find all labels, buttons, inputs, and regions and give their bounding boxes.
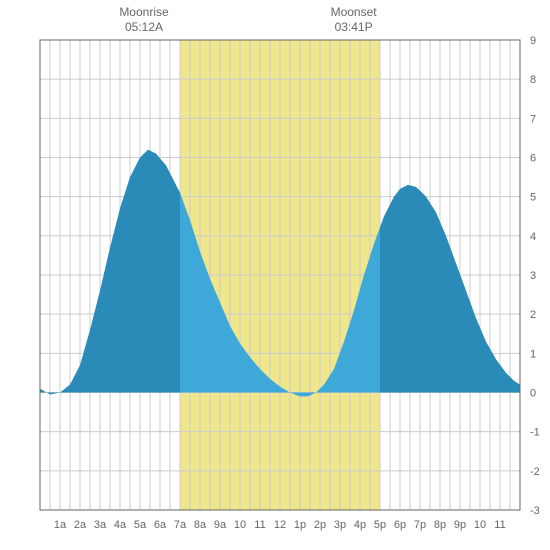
- y-tick-label: 8: [530, 74, 536, 86]
- x-tick-label: 10: [474, 519, 486, 531]
- x-tick-label: 9p: [454, 519, 466, 531]
- x-tick-label: 8p: [434, 519, 446, 531]
- moonrise-label: Moonrise: [119, 5, 169, 19]
- x-tick-label: 10: [234, 519, 246, 531]
- x-tick-label: 8a: [194, 519, 207, 531]
- y-tick-label: 7: [530, 113, 536, 125]
- x-tick-label: 9a: [214, 519, 227, 531]
- x-tick-label: 5p: [374, 519, 386, 531]
- x-tick-label: 6a: [154, 519, 167, 531]
- y-tick-label: 2: [530, 309, 536, 321]
- x-tick-label: 4p: [354, 519, 366, 531]
- x-tick-label: 1a: [54, 519, 67, 531]
- x-tick-label: 12: [274, 519, 286, 531]
- x-tick-label: 6p: [394, 519, 406, 531]
- x-tick-label: 7a: [174, 519, 187, 531]
- y-tick-label: 5: [530, 192, 536, 204]
- x-tick-label: 3a: [94, 519, 107, 531]
- x-tick-label: 3p: [334, 519, 346, 531]
- moonset-time: 03:41P: [335, 20, 373, 34]
- y-tick-label: 4: [530, 231, 536, 243]
- y-tick-label: 6: [530, 153, 536, 165]
- chart-svg: 1a2a3a4a5a6a7a8a9a1011121p2p3p4p5p6p7p8p…: [0, 0, 550, 550]
- x-tick-label: 5a: [134, 519, 147, 531]
- moonset-label: Moonset: [331, 5, 378, 19]
- x-tick-label: 11: [494, 519, 505, 531]
- x-tick-label: 4a: [114, 519, 127, 531]
- x-tick-label: 1p: [294, 519, 306, 531]
- x-tick-label: 2p: [314, 519, 326, 531]
- y-tick-label: -1: [530, 427, 540, 439]
- x-tick-label: 7p: [414, 519, 426, 531]
- moonrise-time: 05:12A: [125, 20, 163, 34]
- y-tick-label: 3: [530, 270, 536, 282]
- y-tick-label: 9: [530, 35, 536, 47]
- x-tick-label: 11: [254, 519, 265, 531]
- tide-chart: 1a2a3a4a5a6a7a8a9a1011121p2p3p4p5p6p7p8p…: [0, 0, 550, 550]
- y-tick-label: 1: [530, 348, 536, 360]
- y-tick-label: -2: [530, 466, 540, 478]
- y-tick-label: -3: [530, 505, 540, 517]
- y-tick-label: 0: [530, 388, 536, 400]
- x-tick-label: 2a: [74, 519, 87, 531]
